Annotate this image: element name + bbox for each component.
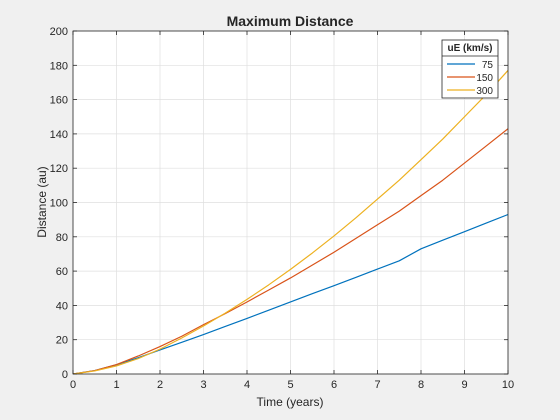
legend: uE (km/s) 75 150 300 [441, 39, 499, 99]
x-tick-label: 4 [244, 379, 250, 391]
x-tick-label: 7 [374, 379, 380, 391]
y-axis-label: Distance (au) [35, 166, 49, 237]
chart-title: Maximum Distance [227, 13, 354, 29]
x-tick-label: 1 [113, 379, 119, 391]
x-tick-label: 10 [502, 379, 514, 391]
legend-items: 75 150 300 [447, 60, 493, 97]
legend-label-75: 75 [482, 60, 494, 71]
y-tick-label: 80 [56, 232, 68, 244]
x-tick-label: 5 [287, 379, 293, 391]
x-tick-label: 3 [200, 379, 206, 391]
tick-marks [72, 30, 509, 375]
x-tick-label: 2 [157, 379, 163, 391]
series-line-300 [73, 70, 508, 374]
x-tick-label: 9 [461, 379, 467, 391]
y-tick-label: 20 [56, 335, 68, 347]
legend-label-150: 150 [476, 73, 493, 84]
legend-label-300: 300 [476, 86, 493, 97]
y-tick-label: 0 [62, 369, 68, 381]
x-axis-label: Time (years) [257, 395, 324, 409]
x-tick-label: 8 [418, 379, 424, 391]
x-tick-label: 0 [70, 379, 76, 391]
series-line-150 [73, 128, 508, 374]
y-tick-label: 160 [50, 95, 68, 107]
legend-title: uE (km/s) [447, 43, 492, 54]
x-tick-label: 6 [331, 379, 337, 391]
y-tick-label: 60 [56, 266, 68, 278]
y-tick-label: 100 [50, 198, 68, 210]
y-tick-label: 40 [56, 300, 68, 312]
y-tick-label: 120 [50, 163, 68, 175]
y-tick-label: 200 [50, 26, 68, 38]
series-layer [73, 70, 508, 374]
y-tick-label: 140 [50, 129, 68, 141]
y-tick-label: 180 [50, 60, 68, 72]
legend-box [441, 39, 499, 99]
